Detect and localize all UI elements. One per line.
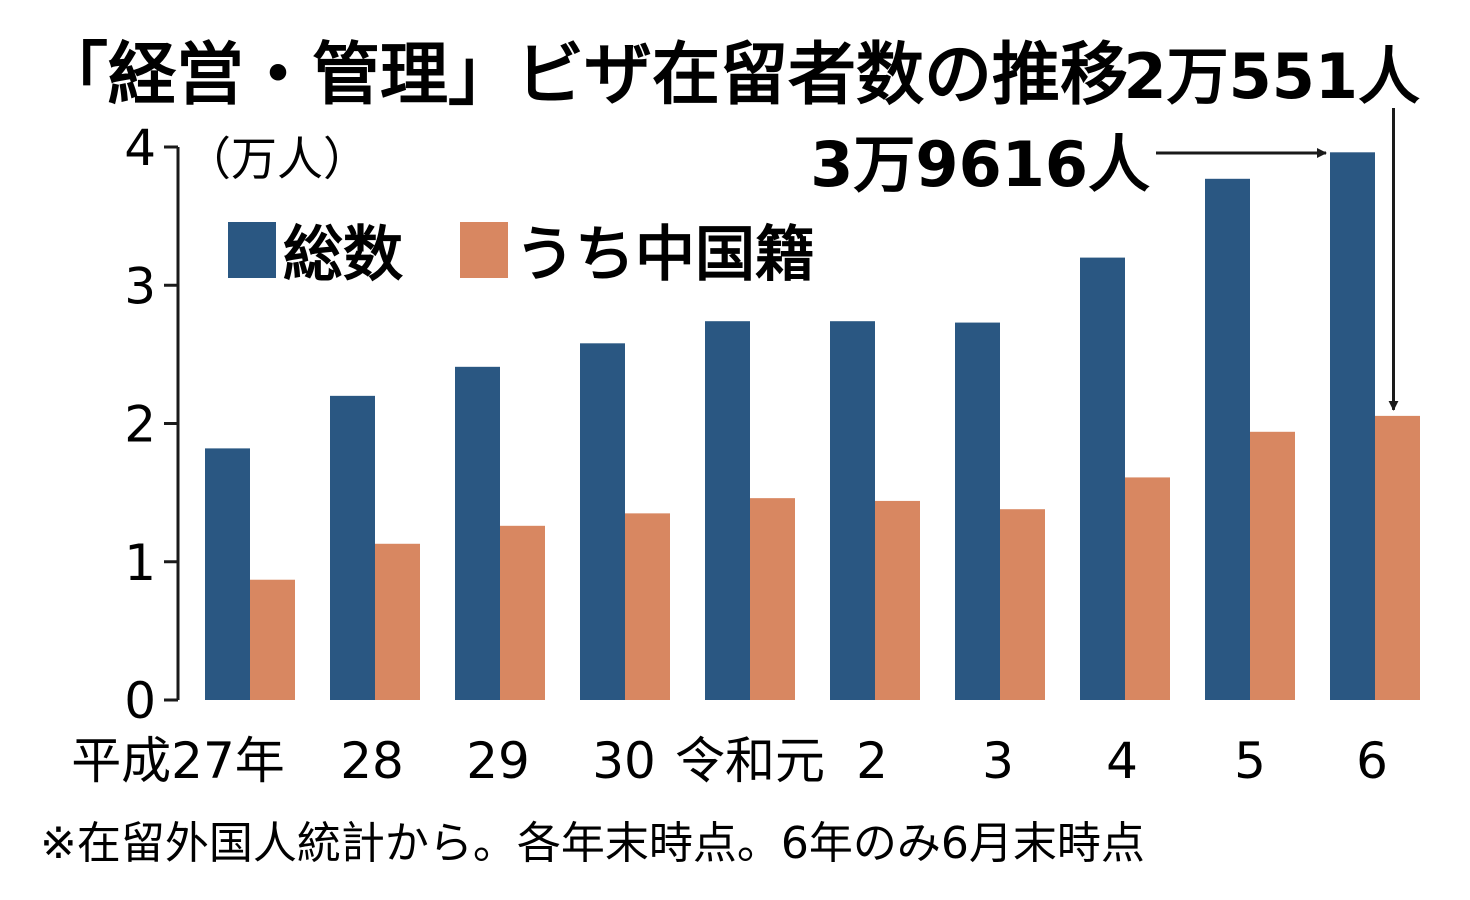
legend: 総数 うち中国籍 [228, 220, 815, 290]
bar-total [705, 321, 750, 700]
x-tick-label: 29 [466, 732, 530, 790]
bar-total [330, 395, 375, 700]
annotations: 3万9616人 2万551人 [810, 40, 1420, 411]
y-tick-label: 3 [124, 257, 156, 315]
x-tick-label: 28 [340, 732, 404, 790]
legend-swatch-total [228, 222, 276, 278]
bar-total [205, 448, 250, 700]
chart-note: ※在留外国人統計から。各年末時点。6年のみ6月末時点 [40, 818, 1145, 869]
x-tick-label: 2 [856, 732, 888, 790]
bar-china [875, 500, 920, 700]
x-axis-ticks: 平成27年 28 29 30 令和元 2 3 4 5 6 [71, 732, 1388, 790]
x-tick-label: 4 [1106, 732, 1138, 790]
bar-china [500, 525, 545, 700]
y-tick-label: 0 [124, 672, 156, 730]
bar-total [830, 321, 875, 700]
bar-china [375, 543, 420, 700]
x-tick-label: 30 [592, 732, 656, 790]
bar-total [1205, 178, 1250, 701]
chart-title: 「経営・管理」ビザ在留者数の推移 [40, 36, 1128, 115]
x-tick-label: 5 [1234, 732, 1266, 790]
legend-label-total: 総数 [283, 220, 403, 290]
y-unit-label: （万人） [185, 132, 369, 186]
y-tick-label: 2 [124, 396, 156, 454]
annotation-china: 2万551人 [1123, 40, 1420, 113]
bar-total [580, 343, 625, 700]
bar-china [1125, 477, 1170, 700]
y-axis: 0 1 2 3 4 [124, 119, 180, 730]
bar-china [1375, 415, 1420, 700]
bar-total [455, 366, 500, 700]
y-tick-label: 1 [124, 534, 156, 592]
bar-china [750, 498, 795, 700]
y-tick-label: 4 [124, 119, 156, 177]
annotation-total: 3万9616人 [810, 128, 1150, 201]
x-tick-label: 令和元 [675, 732, 825, 790]
legend-label-china: うち中国籍 [515, 220, 815, 290]
x-tick-label: 3 [982, 732, 1014, 790]
bar-china [250, 579, 295, 700]
bars [205, 152, 1420, 701]
x-tick-label: 6 [1356, 732, 1388, 790]
legend-swatch-china [460, 222, 508, 278]
bar-china [1000, 509, 1045, 700]
bar-total [955, 322, 1000, 700]
x-tick-label: 平成27年 [71, 732, 285, 790]
bar-total [1080, 257, 1125, 700]
bar-total [1330, 152, 1375, 700]
bar-china [625, 513, 670, 700]
bar-china [1250, 431, 1295, 700]
